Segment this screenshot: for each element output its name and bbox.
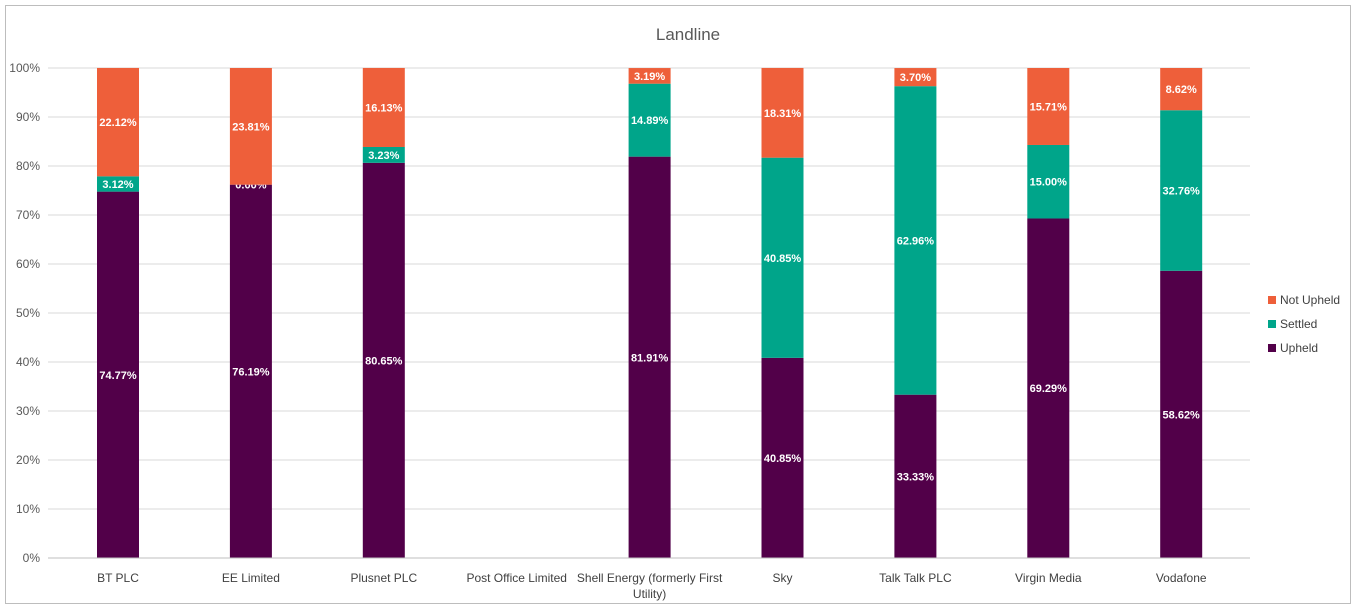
data-label: 16.13% (365, 102, 403, 114)
x-tick-label: Shell Energy (formerly First Utility) (577, 571, 723, 601)
data-label: 33.33% (897, 471, 935, 483)
chart-frame (5, 5, 1351, 604)
data-label: 14.89% (631, 115, 669, 127)
data-label: 18.31% (764, 108, 802, 120)
bar-segment-not-upheld (1160, 68, 1203, 111)
y-tick-label: 60% (16, 257, 40, 271)
y-axis: 0% 10% 20% 30% 40% 50% 60% 70% 80% 90% 100% (9, 61, 40, 565)
legend-item-settled: Settled (1268, 317, 1317, 331)
bar-segment-settled (761, 157, 804, 358)
data-label: 22.12% (99, 117, 137, 129)
x-tick-label: Sky (772, 571, 792, 585)
x-tick-label: BT PLC (97, 571, 139, 585)
x-tick-label: Plusnet PLC (350, 571, 417, 585)
bar-segment-upheld (894, 394, 937, 558)
legend-swatch (1268, 296, 1276, 304)
data-label: 3.23% (368, 150, 399, 162)
data-label: 15.00% (1030, 177, 1068, 189)
bar-segment-upheld (362, 162, 405, 558)
bar-segment-settled (97, 176, 139, 192)
data-label: 32.76% (1163, 186, 1201, 198)
bar-segment-settled (894, 86, 937, 395)
data-label: 74.77% (99, 370, 137, 382)
y-tick-label: 80% (16, 159, 40, 173)
data-label: 3.19% (634, 71, 665, 83)
bar-segment-upheld (97, 191, 139, 558)
bar-segment-upheld (1027, 218, 1070, 558)
bar-segment-upheld (628, 156, 671, 559)
bar-segment-settled (628, 83, 671, 157)
legend-label: Not Upheld (1280, 293, 1340, 307)
bar-segment-not-upheld (894, 68, 937, 87)
data-label: 15.71% (1030, 101, 1068, 113)
x-axis: BT PLC EE Limited Plusnet PLC Post Office L… (48, 557, 1250, 601)
legend-item-upheld: Upheld (1268, 341, 1318, 355)
y-tick-label: 50% (16, 306, 40, 320)
y-tick-label: 10% (16, 502, 40, 516)
data-label: 76.19% (232, 366, 270, 378)
x-tick-label: Vodafone (1156, 571, 1207, 585)
bar-segment-not-upheld (628, 68, 671, 84)
bar-segment-upheld (761, 357, 804, 558)
x-tick-label: Virgin Media (1015, 571, 1082, 585)
y-tick-label: 40% (16, 355, 40, 369)
bar-segment-settled (1160, 110, 1203, 271)
y-tick-label: 100% (9, 61, 40, 75)
legend-label: Settled (1280, 317, 1317, 331)
bar-segment-not-upheld (1027, 68, 1070, 145)
data-label: 23.81% (232, 121, 270, 133)
x-tick-label: EE Limited (222, 571, 280, 585)
legend-label: Upheld (1280, 341, 1318, 355)
data-label: 62.96% (897, 235, 935, 247)
bar-segment-upheld (1160, 270, 1203, 558)
bar-segment-not-upheld (229, 68, 272, 185)
bar-segment-not-upheld (362, 67, 405, 147)
y-tick-label: 70% (16, 208, 40, 222)
bars: 74.77%3.12%22.12%76.19%0.00%23.81%80.65%… (97, 67, 1203, 559)
y-tick-label: 20% (16, 453, 40, 467)
bar-segment-settled (1027, 144, 1070, 219)
bar-segment-upheld (229, 184, 272, 558)
bar-segment-settled (362, 146, 405, 163)
data-label: 58.62% (1163, 409, 1201, 421)
chart-title: Landline (656, 25, 720, 44)
data-label: 3.70% (900, 72, 931, 84)
data-label: 69.29% (1030, 383, 1068, 395)
data-label: 8.62% (1166, 84, 1197, 96)
data-label: 81.91% (631, 352, 669, 364)
bar-segment-not-upheld (97, 67, 139, 177)
data-label: 3.12% (102, 179, 133, 191)
y-tick-label: 90% (16, 110, 40, 124)
x-tick-label: Post Office Limited (466, 571, 567, 585)
data-label: 40.85% (764, 453, 802, 465)
y-tick-label: 0% (23, 551, 41, 565)
legend: Not Upheld Settled Upheld (1268, 293, 1340, 355)
data-label: 80.65% (365, 355, 403, 367)
y-tick-label: 30% (16, 404, 40, 418)
x-tick-label: Talk Talk PLC (879, 571, 952, 585)
legend-item-not-upheld: Not Upheld (1268, 293, 1340, 307)
legend-swatch (1268, 320, 1276, 328)
legend-swatch (1268, 344, 1276, 352)
data-label: 40.85% (764, 253, 802, 265)
bar-segment-not-upheld (761, 67, 804, 158)
